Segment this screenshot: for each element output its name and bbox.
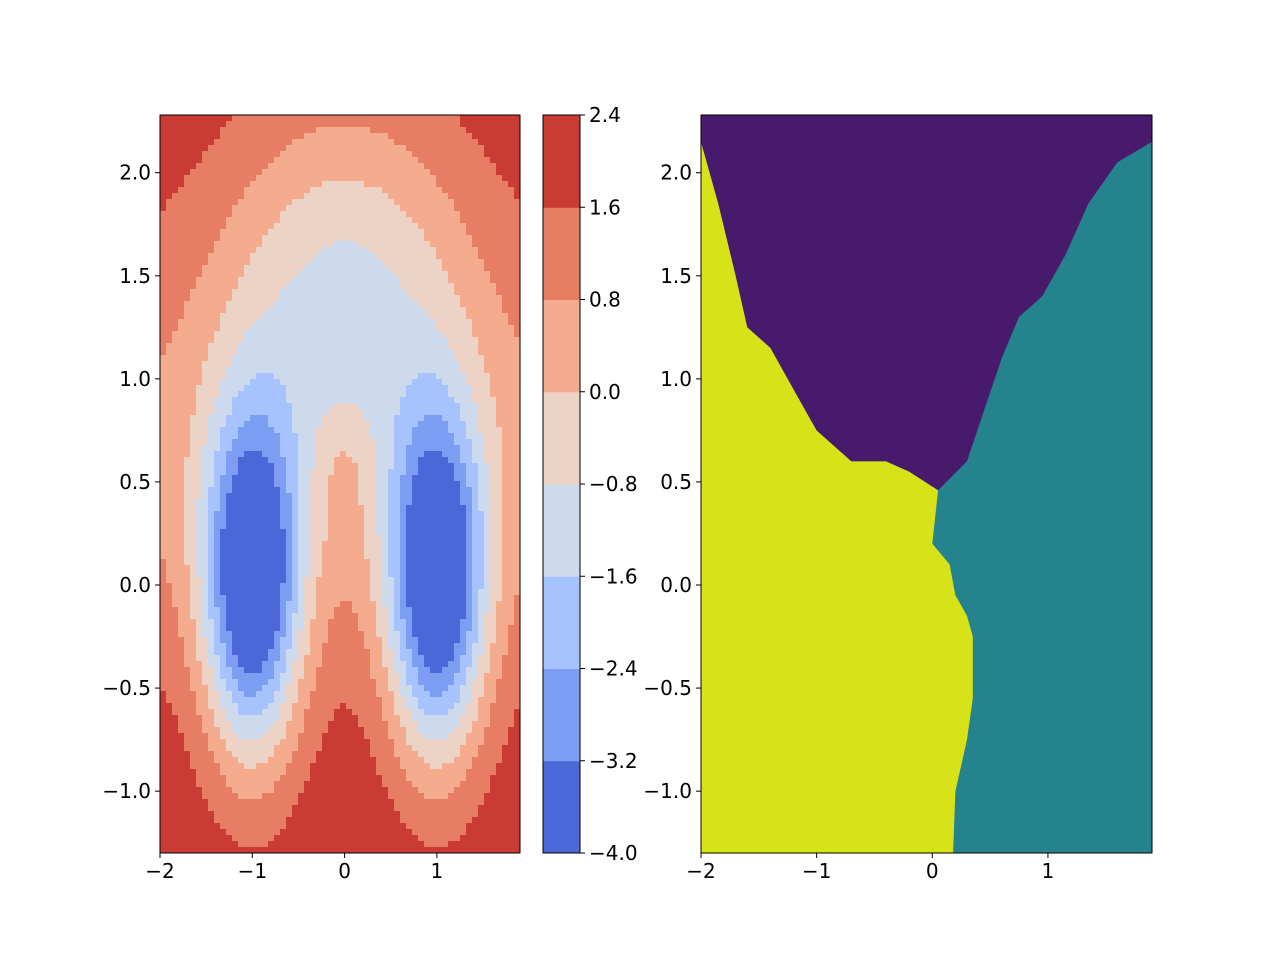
- contour-y-tick-label: 1.5: [119, 264, 151, 288]
- colorbar-tick-label: −3.2: [589, 749, 638, 773]
- colorbar: 2.4 1.6 0.8 0.0 −0.8 −1.6 −2.4 −3.2 −4.0: [542, 103, 638, 865]
- colorbar-tick-label: −1.6: [589, 564, 638, 588]
- colorbar-band: [543, 668, 580, 762]
- contour-y-tick-label: 0.0: [119, 573, 151, 597]
- region-panel: −2 −1 0 1 −1.0 −0.5 0.0 0.5 1.0 1.5 2.0: [643, 114, 1153, 883]
- contour-x-tick-label: −1: [238, 859, 267, 883]
- contour-y-tick-label: 0.5: [119, 470, 151, 494]
- region-x-tick-label: 0: [926, 859, 939, 883]
- colorbar-tick-label: 2.4: [589, 103, 621, 127]
- region-y-tick-label: −1.0: [643, 779, 692, 803]
- region-x-tick-label: 1: [1042, 859, 1055, 883]
- contour-x-axis: −2 −1 0 1: [145, 853, 443, 883]
- region-y-axis: −1.0 −0.5 0.0 0.5 1.0 1.5 2.0: [643, 161, 701, 803]
- colorbar-tick-label: 0.8: [589, 288, 621, 312]
- contour-y-tick-label: −1.0: [102, 779, 151, 803]
- region-y-tick-label: 0.0: [660, 573, 692, 597]
- contour-panel: −2 −1 0 1 −1.0 −0.5 0.0 0.5 1.0 1.5 2.0: [102, 114, 521, 883]
- colorbar-tick-label: 1.6: [589, 195, 621, 219]
- colorbar-band: [543, 760, 580, 854]
- colorbar-tick-label: −4.0: [589, 841, 638, 865]
- colorbar-bands: [543, 115, 580, 854]
- colorbar-band: [543, 484, 580, 577]
- colorbar-band: [543, 299, 580, 393]
- region-top: [701, 115, 1152, 491]
- contour-y-tick-label: 2.0: [119, 161, 151, 185]
- contour-y-tick-label: −0.5: [102, 676, 151, 700]
- colorbar-band: [543, 576, 580, 669]
- region-axes-frame: [700, 114, 1153, 854]
- contour-x-tick-label: −2: [145, 859, 174, 883]
- region-fill-layer: [701, 115, 1152, 853]
- contour-x-tick-label: 1: [431, 859, 444, 883]
- region-x-axis: −2 −1 0 1: [686, 853, 1054, 883]
- region-y-tick-label: 0.5: [660, 470, 692, 494]
- contour-y-tick-label: 1.0: [119, 367, 151, 391]
- colorbar-ticks: 2.4 1.6 0.8 0.0 −0.8 −1.6 −2.4 −3.2 −4.0: [580, 103, 638, 865]
- colorbar-band: [543, 391, 580, 485]
- region-x-tick-label: −1: [802, 859, 831, 883]
- region-y-tick-label: 1.5: [660, 264, 692, 288]
- contour-x-tick-label: 0: [338, 859, 351, 883]
- colorbar-band: [543, 115, 580, 208]
- region-left: [701, 115, 973, 853]
- colorbar-tick-label: −0.8: [589, 472, 638, 496]
- colorbar-tick-label: −2.4: [589, 657, 638, 681]
- colorbar-tick-label: 0.0: [589, 380, 621, 404]
- region-y-tick-label: 2.0: [660, 161, 692, 185]
- region-y-tick-label: −0.5: [643, 676, 692, 700]
- colorbar-band: [543, 207, 580, 300]
- region-y-tick-label: 1.0: [660, 367, 692, 391]
- contour-fill-layer: [160, 115, 520, 853]
- contour-axes-frame: [159, 114, 521, 854]
- contour-y-axis: −1.0 −0.5 0.0 0.5 1.0 1.5 2.0: [102, 161, 160, 803]
- region-x-tick-label: −2: [686, 859, 715, 883]
